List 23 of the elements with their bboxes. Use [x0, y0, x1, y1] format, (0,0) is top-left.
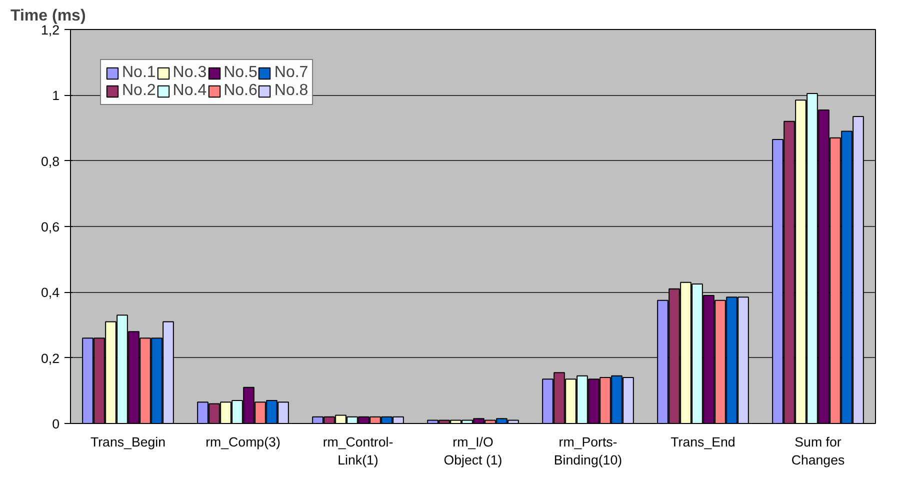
x-tick-label: rm_Comp(3)	[206, 434, 280, 450]
legend-label: No.6	[224, 82, 258, 100]
legend-label: No.4	[172, 82, 207, 100]
y-tick-label: 0,4	[40, 285, 60, 300]
legend-label: No.5	[224, 64, 258, 82]
x-tick-label: rm_Control-Link(1)	[322, 434, 394, 468]
x-tick-label: rm_Ports-Binding(10)	[554, 434, 622, 468]
y-tick-label: 0,6	[40, 220, 60, 234]
y-tick-label: 0,2	[40, 350, 60, 366]
legend-label: No.8	[274, 82, 308, 100]
y-tick-label: 0	[52, 416, 60, 432]
y-tick-label: 1,2	[40, 22, 60, 38]
y-tick-label: 1	[52, 88, 60, 104]
legend-label: No.1	[122, 64, 156, 82]
y-tick-label: 0,8	[40, 154, 60, 169]
legend-label: No.3	[172, 64, 207, 82]
legend-label: No.7	[274, 64, 308, 82]
x-tick-label: Trans_Begin	[90, 434, 166, 450]
y-axis-title: Time (ms)	[10, 8, 86, 24]
x-tick-label: Trans_End	[670, 434, 736, 450]
legend-label: No.2	[122, 82, 156, 100]
x-tick-label: Sum for Changes	[791, 434, 846, 468]
x-tick-label: rm_I/O Object (1)	[444, 434, 502, 468]
